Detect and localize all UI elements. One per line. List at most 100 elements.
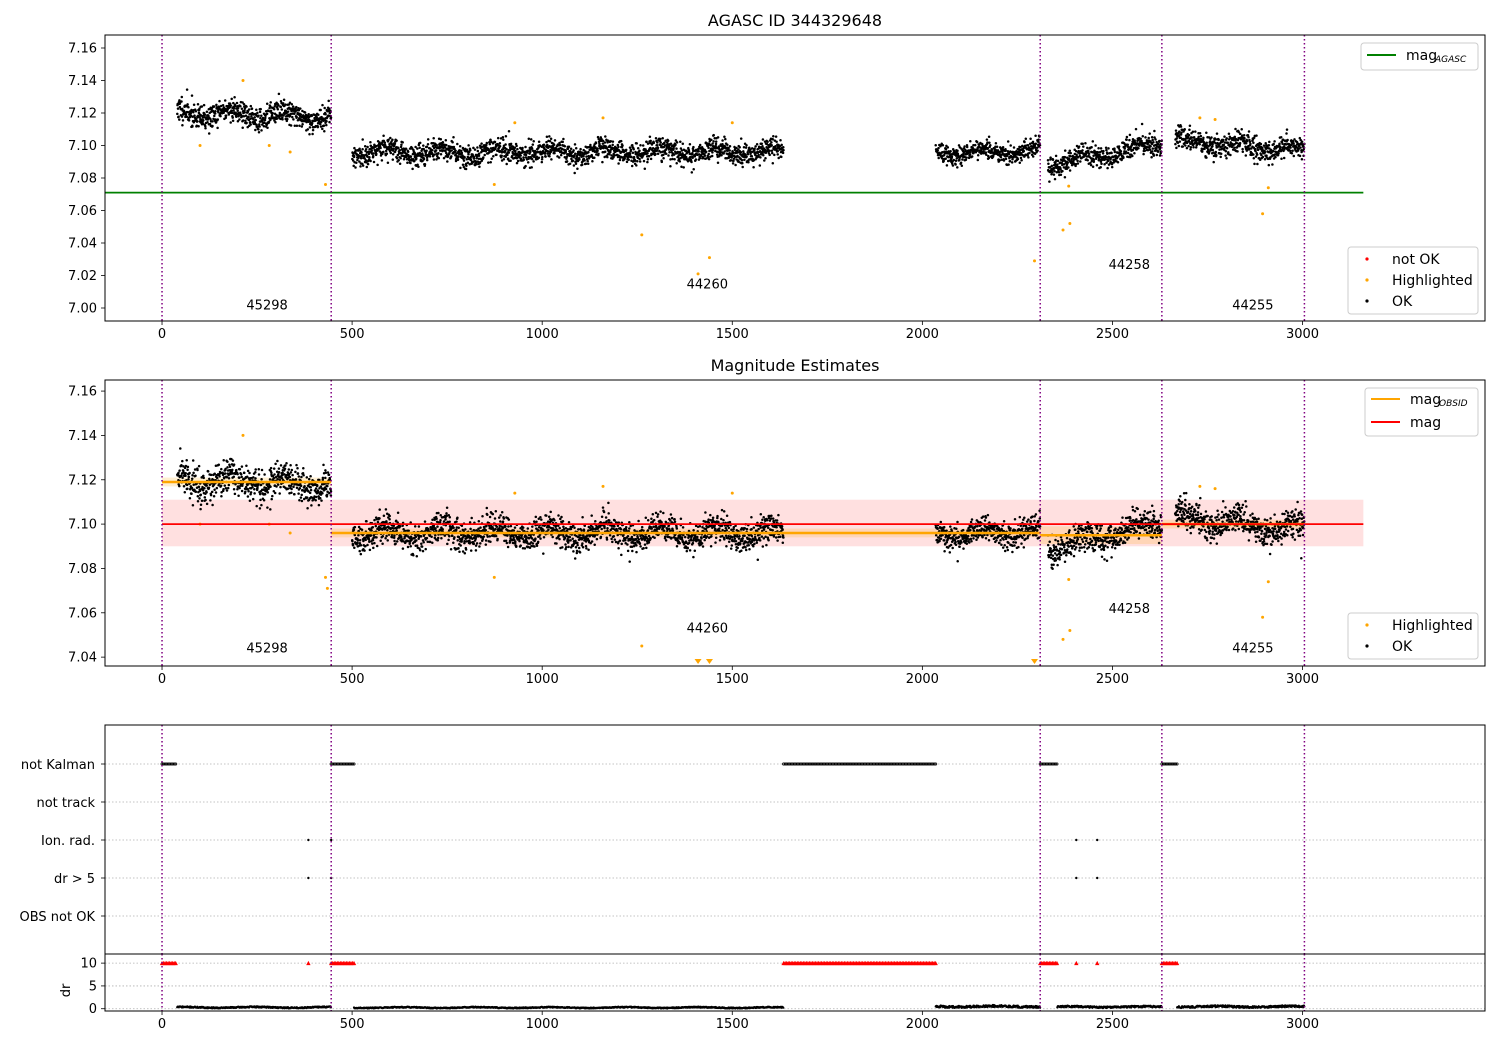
ok-point [395, 540, 399, 543]
ok-point [1278, 142, 1281, 146]
ok-point [277, 104, 280, 107]
ok-point [424, 547, 427, 551]
ok-point [1224, 154, 1227, 157]
ok-point [194, 490, 198, 494]
ok-point [530, 147, 534, 150]
ok-point [352, 155, 356, 159]
ok-point [420, 545, 424, 548]
ok-point [274, 103, 277, 107]
ok-point [1183, 127, 1186, 131]
ok-point [446, 160, 449, 163]
ok-point [271, 494, 274, 498]
obsid-label: 45298 [246, 299, 287, 314]
ok-point [1189, 146, 1193, 149]
ok-point [232, 475, 236, 479]
ok-point [281, 118, 284, 121]
ok-point [180, 474, 183, 477]
ok-point [587, 150, 590, 154]
ok-point [244, 119, 247, 123]
ok-point [529, 138, 533, 141]
ok-point [242, 471, 246, 475]
ok-point [1198, 132, 1202, 135]
ok-point [193, 468, 197, 471]
ok-point [431, 518, 434, 521]
ok-point [768, 149, 771, 153]
ok-point [295, 124, 299, 128]
ok-point [638, 149, 641, 152]
ok-point [1148, 148, 1152, 152]
ok-point [251, 485, 254, 489]
ok-point [465, 157, 469, 161]
ok-point [1119, 149, 1123, 153]
ok-point [254, 468, 257, 471]
ok-point [217, 463, 221, 467]
ok-point [1048, 180, 1051, 183]
ok-point [667, 154, 670, 157]
ok-point [225, 489, 229, 492]
ok-point [211, 503, 214, 507]
ok-point [513, 146, 517, 150]
ok-point [759, 156, 762, 159]
ok-point [1282, 156, 1286, 160]
ok-point [293, 112, 296, 115]
ok-point [357, 533, 360, 537]
ok-point [301, 123, 304, 126]
ok-point [456, 539, 459, 542]
ok-point [324, 112, 327, 116]
ok-point [229, 104, 233, 107]
ok-point [1289, 146, 1292, 149]
ok-point [692, 145, 695, 149]
ok-point [276, 483, 280, 486]
ok-point [190, 94, 194, 97]
ok-point [186, 487, 189, 490]
ok-point [255, 108, 258, 112]
ok-point [183, 490, 187, 494]
ok-point [437, 156, 441, 160]
ok-point [553, 139, 557, 142]
ok-point [1292, 154, 1296, 158]
ok-point [192, 110, 195, 114]
ok-point [299, 113, 303, 116]
ok-point [742, 145, 746, 149]
ok-point [290, 491, 293, 494]
ok-point [664, 152, 668, 155]
ok-point [1256, 148, 1260, 152]
ok-point [232, 109, 235, 112]
ok-point [320, 115, 323, 119]
ok-point [1056, 159, 1060, 163]
ok-point [1054, 154, 1058, 158]
ok-point [569, 147, 573, 151]
ok-point [989, 144, 992, 147]
ok-point [775, 140, 778, 144]
ok-point [417, 525, 421, 528]
ok-point [501, 136, 505, 139]
ok-point [467, 144, 470, 147]
ok-point [205, 484, 208, 487]
ok-point [238, 118, 241, 121]
ok-point [781, 151, 785, 155]
ok-point [774, 135, 778, 138]
ok-point [256, 111, 259, 115]
ok-point [391, 138, 394, 142]
ok-point [524, 164, 527, 168]
ok-point [247, 108, 251, 111]
ok-point [257, 128, 260, 131]
ok-point [1110, 165, 1114, 169]
ok-point [223, 472, 227, 475]
ok-point [425, 536, 429, 540]
ok-point [1267, 144, 1271, 147]
ok-point [259, 107, 262, 111]
ok-point [366, 155, 369, 159]
ok-point [241, 119, 245, 122]
ok-point [196, 102, 200, 106]
ok-point [206, 470, 210, 473]
ok-point [627, 158, 630, 162]
ok-point [274, 462, 277, 466]
ok-point [579, 147, 582, 151]
ok-point [548, 135, 551, 138]
ok-point [959, 161, 963, 165]
ok-point [186, 465, 190, 469]
ok-point [244, 490, 247, 494]
ok-point [388, 514, 391, 518]
ok-point [393, 142, 397, 146]
